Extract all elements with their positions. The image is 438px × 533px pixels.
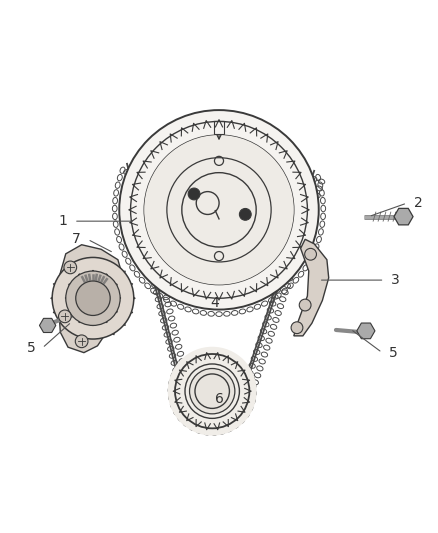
Text: 3: 3	[392, 273, 400, 287]
Polygon shape	[294, 239, 328, 336]
Text: 2: 2	[414, 196, 423, 210]
Circle shape	[299, 299, 311, 311]
Text: 1: 1	[58, 214, 67, 228]
Polygon shape	[54, 245, 123, 353]
Circle shape	[52, 257, 134, 339]
Circle shape	[64, 261, 77, 274]
Text: 7: 7	[72, 232, 81, 246]
Circle shape	[119, 110, 319, 310]
Text: 4: 4	[210, 296, 219, 310]
Circle shape	[75, 335, 88, 348]
Text: 5: 5	[26, 341, 35, 355]
Bar	[214, 122, 224, 134]
Circle shape	[291, 322, 303, 334]
Text: 5: 5	[389, 345, 398, 360]
Circle shape	[190, 368, 235, 414]
Circle shape	[66, 271, 120, 326]
Circle shape	[76, 281, 110, 316]
Circle shape	[59, 310, 71, 322]
Text: 6: 6	[215, 392, 223, 406]
Circle shape	[144, 135, 294, 285]
Circle shape	[240, 208, 251, 220]
Circle shape	[168, 347, 257, 435]
Circle shape	[188, 188, 200, 200]
Circle shape	[305, 248, 317, 260]
